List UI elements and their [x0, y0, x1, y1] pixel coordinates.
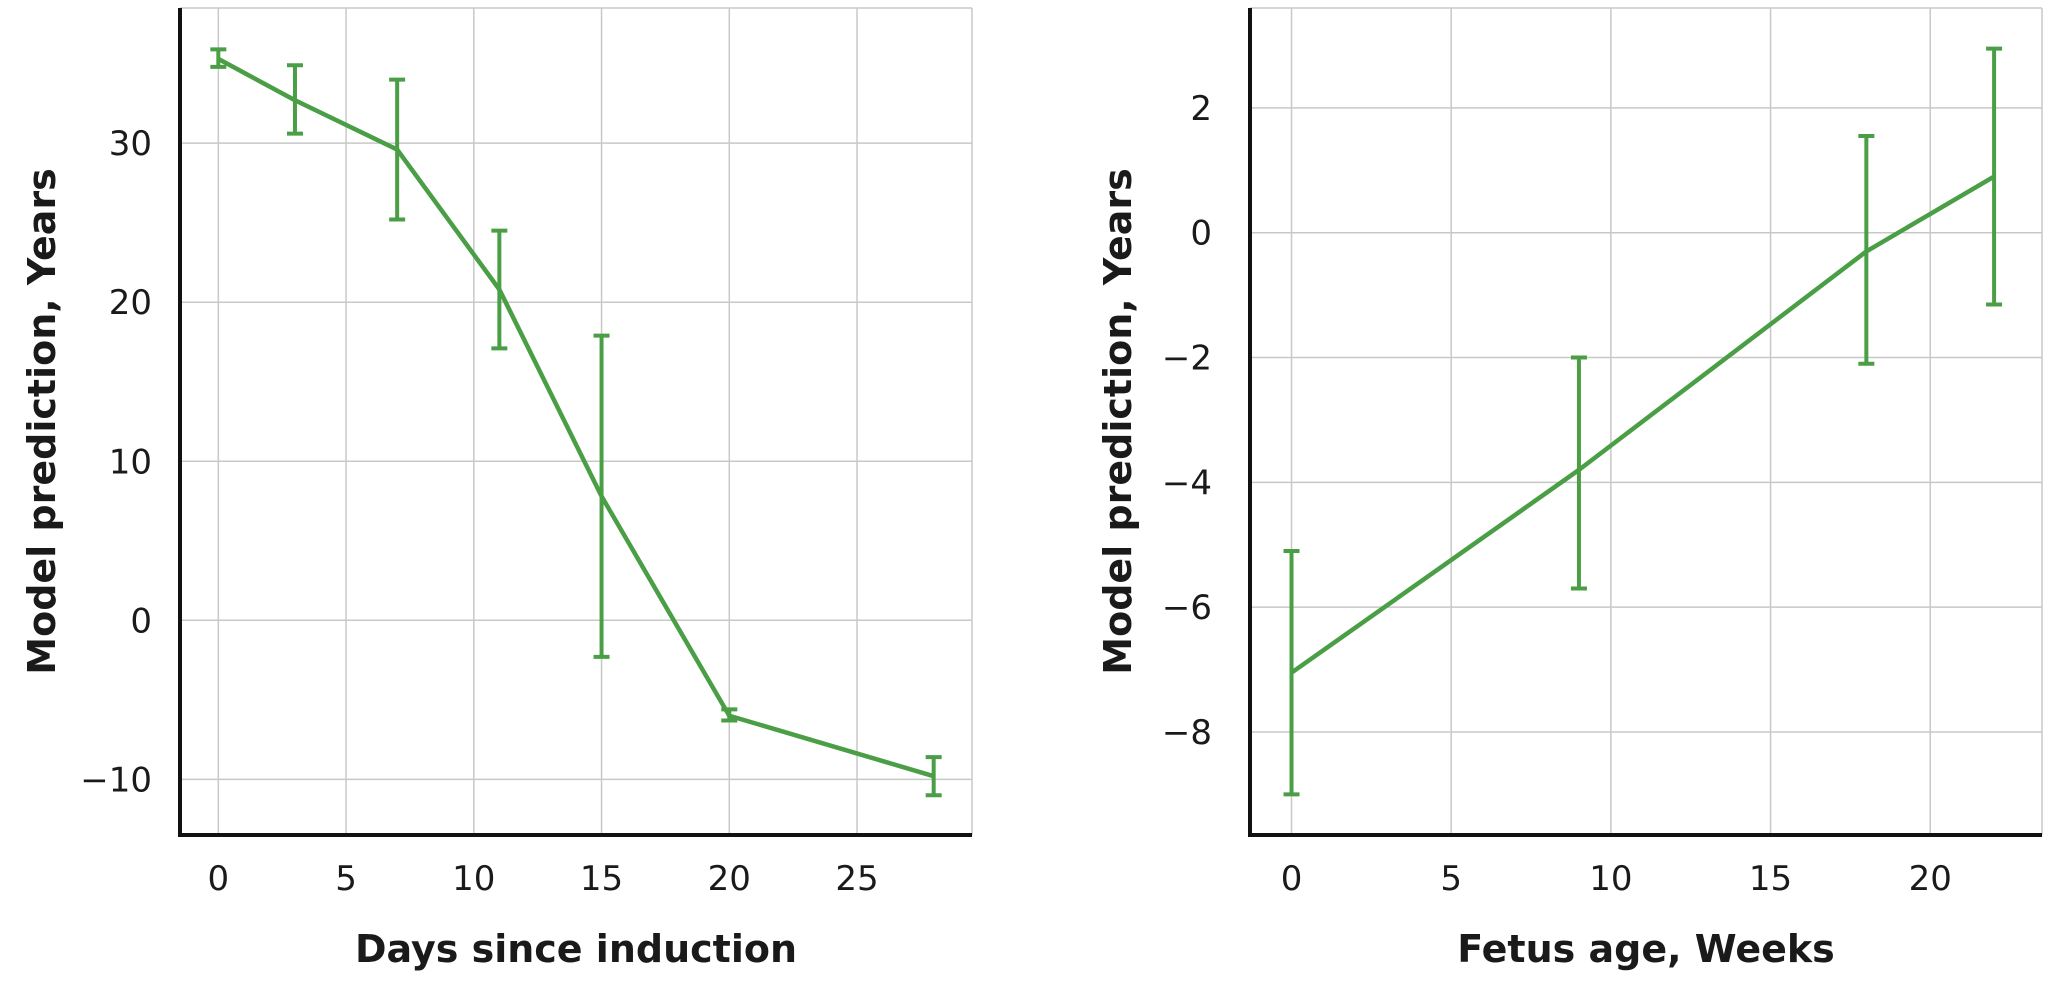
x-tick-label: 10	[452, 859, 495, 899]
y-tick-label: −8	[1162, 713, 1212, 753]
series-line	[1290, 174, 1996, 675]
y-tick-label: 30	[109, 124, 152, 164]
y-axis-label: Model prediction, Years	[1096, 168, 1140, 674]
x-tick-label: 0	[208, 859, 230, 899]
y-tick-label: −6	[1162, 588, 1212, 628]
x-tick-label: 15	[1749, 859, 1792, 899]
x-tick-label: 10	[1589, 859, 1632, 899]
y-tick-label: 0	[130, 601, 152, 641]
x-tick-label: 15	[580, 859, 623, 899]
x-tick-label: 5	[335, 859, 357, 899]
x-tick-label: 0	[1281, 859, 1303, 899]
y-tick-label: −2	[1162, 339, 1212, 379]
y-tick-label: 10	[109, 442, 152, 482]
x-axis-label: Fetus age, Weeks	[1457, 927, 1835, 971]
series-line	[217, 56, 935, 779]
y-tick-label: 2	[1190, 89, 1212, 129]
y-tick-label: −4	[1162, 463, 1212, 503]
x-axis-label: Days since induction	[355, 927, 797, 971]
y-tick-label: −10	[80, 760, 152, 800]
left-chart-panel: 0 5 10 15 20 25 −10 0 10 20 30 Days since induction…	[20, 7, 973, 971]
x-tick-label: 20	[708, 859, 751, 899]
y-tick-label: 0	[1190, 214, 1212, 254]
x-tick-label: 25	[835, 859, 878, 899]
x-tick-label: 20	[1909, 859, 1952, 899]
right-chart-panel: 0 5 10 15 20 −8 −6 −4 −2 0 2 Fetus age, Weeks Model …	[1096, 7, 2043, 971]
y-tick-label: 20	[109, 283, 152, 323]
x-tick-label: 5	[1440, 859, 1462, 899]
y-axis-label: Model prediction, Years	[20, 168, 64, 674]
